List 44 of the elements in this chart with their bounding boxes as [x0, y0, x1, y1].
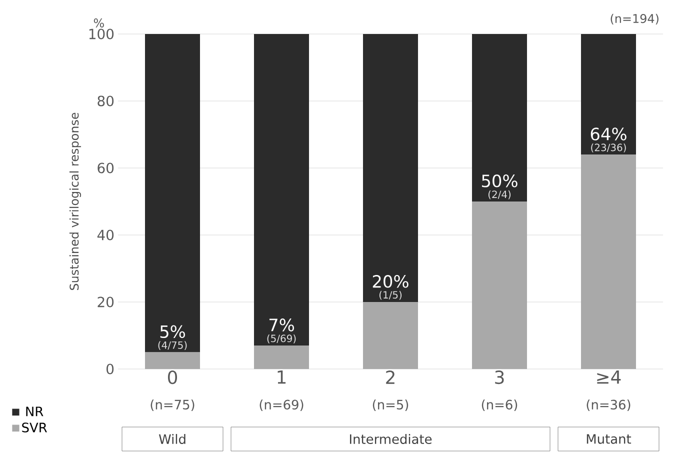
- bar: [145, 352, 200, 369]
- annotation: (1/5): [379, 290, 402, 300]
- x-tick-label: 1: [278, 370, 286, 384]
- x-tick-label: 0: [168, 370, 178, 384]
- legend-label: SVR: [22, 422, 47, 432]
- data-label: 5%: [160, 325, 185, 338]
- bar: [472, 34, 528, 202]
- text: Intermediate: [350, 434, 432, 444]
- text: Mutant: [586, 434, 632, 444]
- x-tick-label: ≥4: [597, 370, 621, 384]
- annotation: (5/69): [267, 334, 296, 344]
- data-label: 20%: [372, 274, 408, 288]
- annotation: (23/36): [591, 144, 626, 152]
- data-label: 64%: [590, 128, 626, 140]
- y-axis-title: Sustained virilogical response: [69, 112, 82, 290]
- data-label: 50%: [482, 174, 518, 188]
- bar: [363, 302, 418, 369]
- text: Wild: [158, 434, 186, 444]
- y-tick-label: 40: [97, 230, 114, 240]
- text: (n=69): [260, 400, 304, 412]
- text: (n=6): [482, 400, 518, 412]
- text: (n=194): [610, 14, 658, 24]
- text: %: [94, 18, 104, 28]
- bar: [363, 34, 418, 302]
- bar: [581, 154, 636, 369]
- bar: [254, 34, 310, 346]
- y-tick-label: 20: [98, 296, 114, 308]
- x-tick-label: 2: [386, 370, 394, 384]
- legend-label: NR: [26, 406, 44, 416]
- y-tick-label: 0: [106, 364, 114, 374]
- annotation: (2/4): [488, 190, 511, 200]
- bar: [145, 34, 200, 352]
- bar: [581, 34, 636, 155]
- bar: [472, 202, 528, 369]
- text: (n=5): [372, 400, 408, 412]
- y-tick-label: 80: [98, 96, 114, 106]
- bar: [254, 346, 310, 369]
- text: (n=36): [586, 400, 630, 412]
- text: (n=75): [150, 400, 194, 412]
- y-tick-label: 60: [98, 162, 114, 174]
- data-label: 7%: [269, 318, 294, 332]
- annotation: (4/75): [158, 341, 187, 350]
- y-tick-label: 100: [89, 28, 114, 40]
- x-tick-label: 3: [495, 370, 504, 384]
